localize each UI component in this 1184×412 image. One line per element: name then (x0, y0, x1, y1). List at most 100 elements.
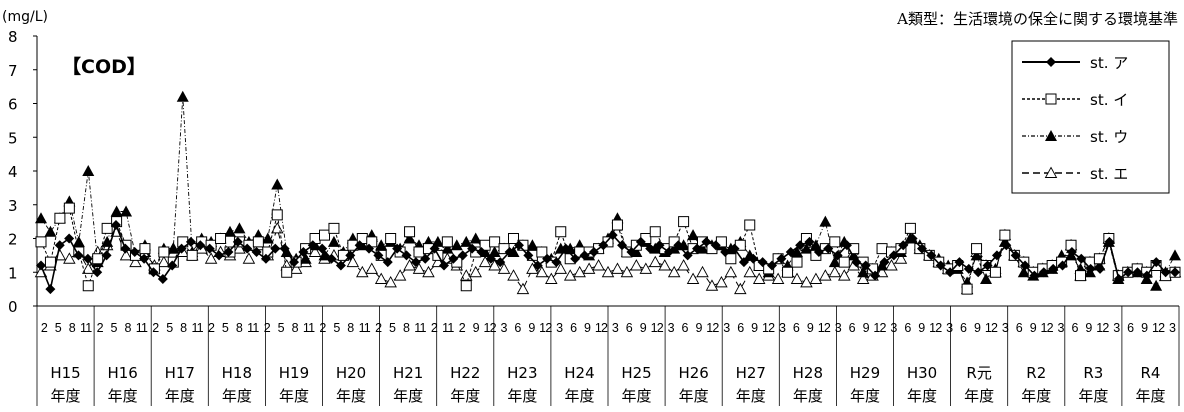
fiscal-year-label: H17 (165, 364, 195, 382)
x-tick-label: 9 (1141, 321, 1148, 335)
x-tick-label: 9 (473, 321, 480, 335)
x-tick-label: 5 (333, 321, 340, 335)
fiscal-year-label: H22 (450, 364, 480, 382)
fiscal-year-label: H29 (850, 364, 880, 382)
fiscal-year-suffix-label: 年度 (736, 387, 766, 405)
data-point (782, 266, 794, 278)
fiscal-year-suffix-label: 年度 (679, 387, 709, 405)
fiscal-year-label: H21 (393, 364, 423, 382)
y-tick-label: 0 (8, 298, 18, 316)
x-tick-label: 8 (180, 321, 187, 335)
data-point (328, 222, 340, 234)
x-tick-label: 12 (762, 321, 775, 335)
data-point (120, 205, 133, 217)
x-tick-label: 11 (303, 321, 315, 335)
x-tick-label: 8 (236, 321, 243, 335)
fiscal-year-label: R4 (1140, 364, 1160, 382)
x-tick-label: 8 (69, 321, 76, 335)
x-tick-label: 8 (403, 321, 410, 335)
data-point (508, 233, 519, 244)
fiscal-year-suffix-label: 年度 (393, 387, 423, 405)
legend-label: st. ウ (1090, 128, 1128, 146)
data-point (706, 279, 718, 291)
data-point (743, 266, 756, 278)
y-axis: 0 1 2 3 4 5 6 7 8 (8, 28, 38, 316)
x-tick-label: 12 (873, 321, 886, 335)
fiscal-year-label: H26 (678, 364, 708, 382)
fiscal-year-suffix-label: 年度 (907, 387, 937, 405)
x-tick-label: 9 (918, 321, 925, 335)
x-axis: 2581125811258112581125811258112581121129… (36, 305, 1180, 406)
data-point (800, 276, 813, 288)
x-tick-label: 3 (500, 321, 507, 335)
x-tick-label: 12 (985, 321, 998, 335)
data-point (110, 205, 123, 217)
data-point (649, 226, 661, 238)
x-tick-label: 9 (974, 321, 981, 335)
fiscal-year-label: H25 (621, 364, 651, 382)
x-tick-label: 9 (1085, 321, 1092, 335)
x-tick-label: 8 (347, 321, 354, 335)
x-tick-label: 6 (682, 321, 689, 335)
data-point (734, 283, 747, 295)
x-tick-label: 2 (319, 321, 326, 335)
fiscal-year-label: H27 (736, 364, 766, 382)
fiscal-year-suffix-label: 年度 (622, 387, 652, 405)
data-point (819, 215, 832, 227)
fiscal-year-suffix-label: 年度 (793, 387, 823, 405)
x-tick-label: 9 (751, 321, 758, 335)
legend-box (1011, 40, 1170, 194)
y-tick-label: 8 (8, 28, 18, 46)
data-point (602, 266, 614, 278)
data-point (53, 249, 66, 261)
data-point (828, 266, 841, 278)
x-tick-label: 5 (389, 321, 396, 335)
legend-label: st. イ (1090, 91, 1128, 109)
data-point (281, 266, 293, 278)
x-tick-label: 9 (807, 321, 814, 335)
x-tick-label: 5 (166, 321, 173, 335)
x-tick-label: 9 (640, 321, 647, 335)
fiscal-year-suffix-label: 年度 (1078, 387, 1108, 405)
x-tick-label: 6 (626, 321, 633, 335)
data-point (573, 266, 586, 278)
data-point (44, 225, 57, 237)
data-point (365, 262, 378, 274)
x-tick-label: 5 (55, 321, 62, 335)
data-point (772, 273, 785, 284)
data-point (139, 243, 151, 255)
x-tick-label: 6 (514, 321, 521, 335)
data-point (687, 273, 699, 284)
x-tick-label: 2 (431, 321, 438, 335)
data-point (158, 246, 170, 258)
x-tick-label: 11 (136, 321, 148, 335)
data-point (791, 256, 803, 268)
fiscal-year-label: H18 (222, 364, 252, 382)
x-tick-label: 9 (695, 321, 702, 335)
data-point (724, 266, 737, 278)
data-point (668, 266, 681, 278)
data-point (611, 262, 624, 274)
data-point (819, 269, 832, 281)
data-point (101, 222, 113, 234)
x-tick-label: 3 (1169, 321, 1176, 335)
data-point (460, 235, 473, 247)
legend-label: st. エ (1090, 165, 1128, 183)
x-tick-label: 3 (556, 321, 563, 335)
fiscal-year-suffix-label: 年度 (564, 387, 594, 405)
x-tick-label: 3 (1002, 321, 1009, 335)
data-point (92, 253, 104, 265)
data-point (385, 233, 397, 244)
data-point (82, 280, 94, 292)
legend-label: st. ア (1090, 54, 1128, 72)
x-tick-label: 9 (528, 321, 535, 335)
y-tick-label: 4 (8, 163, 18, 181)
data-point (989, 266, 1001, 278)
legend: st. ア st. イ st. ウ st. エ (1011, 40, 1170, 194)
y-tick-label: 1 (8, 264, 18, 282)
x-tick-label: 6 (570, 321, 577, 335)
data-point (1150, 279, 1163, 291)
data-point (319, 229, 330, 241)
y-unit-label: (mg/L) (2, 9, 48, 25)
data-point (233, 222, 246, 234)
